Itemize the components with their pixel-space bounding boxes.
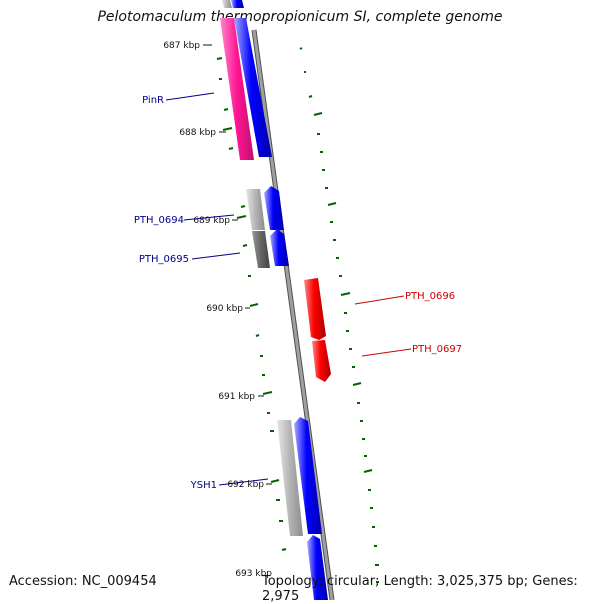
- scale-ticks: [203, 44, 272, 485]
- tick-label: 687 kbp: [163, 41, 200, 51]
- scale-tick-labels: 687 kbp 688 kbp 689 kbp 690 kbp 691 kbp …: [163, 41, 272, 579]
- tick-label: 688 kbp: [179, 128, 216, 138]
- gene-label-ysh1[interactable]: YSH1: [190, 480, 217, 491]
- gene-label-pth-0696[interactable]: PTH_0696: [405, 291, 455, 302]
- tick-label: 690 kbp: [206, 304, 243, 314]
- accession-text: Accession: NC_009454: [9, 574, 157, 589]
- gene-top-blue[interactable]: [231, 0, 244, 8]
- tick-label: 689 kbp: [193, 216, 230, 226]
- gene-top-gray[interactable]: [222, 0, 232, 8]
- gene-pth-0695-rna[interactable]: [252, 231, 270, 268]
- gene-pth-0696[interactable]: [304, 278, 326, 340]
- genome-backbone: [251, 29, 335, 600]
- gc-dots-left: [216, 57, 287, 551]
- gc-dots-right: [299, 47, 379, 583]
- gene-pth-0694-rna[interactable]: [246, 189, 265, 230]
- gene-pth-0695[interactable]: [270, 229, 289, 266]
- gene-pth-0694[interactable]: [264, 186, 284, 230]
- label-leaders: [165, 92, 412, 486]
- gene-label-pth-0694[interactable]: PTH_0694: [134, 215, 184, 226]
- gene-cds-1[interactable]: [234, 18, 272, 157]
- gene-ysh1-rna[interactable]: [277, 420, 303, 536]
- gene-label-pth-0695[interactable]: PTH_0695: [139, 254, 189, 265]
- gene-labels: PinR PTH_0694 PTH_0695 PTH_0696 PTH_0697…: [134, 95, 462, 491]
- gene-label-pth-0697[interactable]: PTH_0697: [412, 344, 462, 355]
- map-title: Pelotomaculum thermopropionicum SI, comp…: [97, 9, 503, 25]
- gene-ysh1[interactable]: [294, 417, 322, 534]
- tick-label: 692 kbp: [227, 480, 264, 490]
- gene-bottom[interactable]: [307, 535, 328, 600]
- gene-pinr[interactable]: [220, 18, 254, 160]
- gene-label-pinr[interactable]: PinR: [142, 95, 164, 106]
- features[interactable]: [220, 0, 331, 600]
- tick-label: 693 kbp: [235, 569, 272, 579]
- gene-pth-0697[interactable]: [312, 340, 331, 382]
- tick-label: 691 kbp: [218, 392, 255, 402]
